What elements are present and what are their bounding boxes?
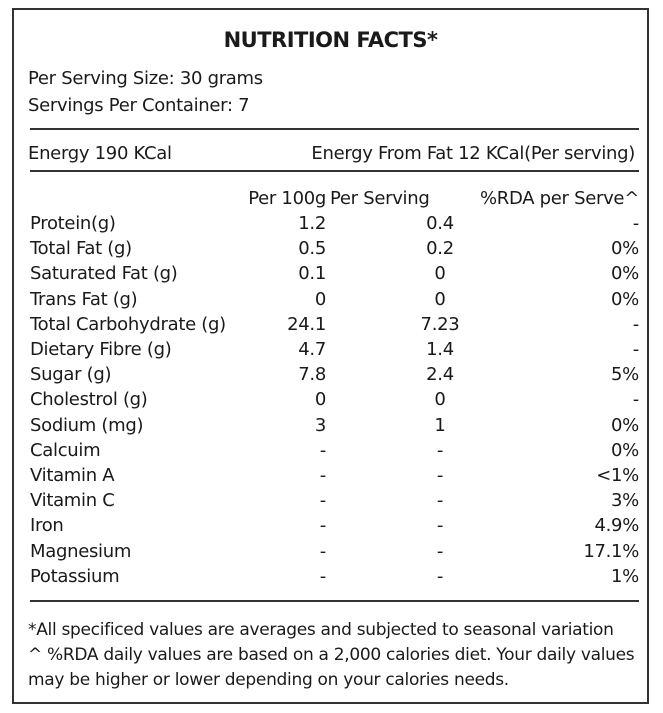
- servings-per-container: Servings Per Container: 7: [28, 95, 250, 116]
- per-serving-value: -: [436, 515, 444, 537]
- rda-value: -: [632, 313, 640, 335]
- rda-value: 17.1%: [583, 540, 639, 562]
- per-serving-value: 0: [434, 288, 446, 310]
- per-serving-value: 7.23: [420, 313, 460, 335]
- table-row: Dietary Fibre (g) 4.7 1.4 -: [30, 339, 639, 364]
- per-100g-value: -: [319, 465, 327, 486]
- nutrient-name: Cholestrol (g): [30, 389, 148, 411]
- nutrient-name: Iron: [30, 515, 64, 537]
- rda-value: 1%: [611, 565, 639, 587]
- table-row: Protein(g) 1.2 0.4 -: [30, 213, 639, 238]
- per-100g-value: -: [319, 490, 327, 512]
- table-row: Potassium - - 1%: [30, 566, 639, 591]
- divider: [30, 600, 639, 602]
- table-row: Sugar (g) 7.8 2.4 5%: [30, 364, 639, 389]
- per-100g-value: 24.1: [287, 313, 326, 335]
- per-serving-value: -: [436, 565, 444, 587]
- rda-value: 0%: [611, 263, 639, 285]
- table-row: Magnesium - - 17.1%: [30, 541, 639, 566]
- footnotes: *All specificed values are averages and …: [28, 618, 643, 693]
- nutrient-name: Magnesium: [30, 540, 132, 562]
- rda-value: 0%: [611, 439, 639, 461]
- rda-value: 0%: [611, 414, 639, 436]
- table-row: Cholestrol (g) 0 0 -: [30, 389, 639, 414]
- nutrient-name: Calcuim: [30, 439, 101, 461]
- nutrient-name: Vitamin C: [30, 490, 115, 512]
- per-serving-value: 1.4: [426, 339, 454, 360]
- per-serving-value: -: [436, 540, 444, 562]
- footnote-averages: *All specificed values are averages and …: [28, 620, 614, 640]
- divider: [30, 170, 639, 172]
- table-row: Iron - - 4.9%: [30, 515, 639, 540]
- per-100g-value: 0: [314, 288, 326, 310]
- per-100g-value: -: [319, 565, 327, 587]
- per-serving-value: 0: [434, 389, 446, 411]
- nutrient-name: Total Carbohydrate (g): [30, 313, 226, 335]
- nutrient-name: Sodium (mg): [30, 414, 144, 436]
- nutrient-name: Dietary Fibre (g): [30, 339, 172, 360]
- table-row: Sodium (mg) 3 1 0%: [30, 415, 639, 440]
- per-serving-value: -: [436, 465, 444, 486]
- per-100g-value: -: [319, 439, 327, 461]
- table-row: Vitamin A - - <1%: [30, 465, 639, 490]
- per-100g-value: 1.2: [298, 213, 326, 234]
- nutrient-name: Trans Fat (g): [30, 288, 138, 310]
- per-100g-value: -: [319, 515, 327, 537]
- header-per-serving: Per Serving: [330, 188, 430, 209]
- nutrient-name: Potassium: [30, 565, 120, 587]
- divider: [30, 128, 639, 130]
- nutrient-name: Sugar (g): [30, 364, 112, 386]
- rda-value: 4.9%: [594, 515, 639, 537]
- per-100g-value: 4.7: [298, 339, 326, 360]
- per-serving-value: -: [436, 439, 444, 461]
- panel-title: NUTRITION FACTS*: [223, 28, 438, 52]
- table-row: Trans Fat (g) 0 0 0%: [30, 289, 639, 314]
- table-header: Per 100g Per Serving %RDA per Serve^: [30, 188, 639, 213]
- rda-value: -: [632, 339, 640, 360]
- header-rda: %RDA per Serve^: [479, 188, 639, 209]
- per-100g-value: 0.1: [298, 263, 326, 285]
- per-100g-value: 0: [314, 389, 326, 411]
- table-row: Calcuim - - 0%: [30, 440, 639, 465]
- per-serving-value: 0.4: [426, 213, 454, 234]
- per-100g-value: 0.5: [298, 238, 326, 260]
- table-row: Saturated Fat (g) 0.1 0 0%: [30, 263, 639, 288]
- nutrient-name: Protein(g): [30, 213, 116, 234]
- serving-size: Per Serving Size: 30 grams: [28, 68, 263, 89]
- energy: Energy 190 KCal: [28, 143, 172, 164]
- table-row: Total Fat (g) 0.5 0.2 0%: [30, 238, 639, 263]
- table-row: Vitamin C - - 3%: [30, 490, 639, 515]
- header-per-100g: Per 100g: [248, 188, 326, 209]
- rda-value: <1%: [596, 465, 639, 486]
- rda-value: 0%: [611, 288, 639, 310]
- footnote-rda: ^ %RDA daily values are based on a 2,000…: [28, 645, 635, 690]
- per-100g-value: 3: [314, 414, 326, 436]
- nutrient-name: Saturated Fat (g): [30, 263, 178, 285]
- table-row: Total Carbohydrate (g) 24.1 7.23 -: [30, 314, 639, 339]
- energy-from-fat: Energy From Fat 12 KCal(Per serving): [311, 143, 635, 164]
- per-serving-value: 0.2: [426, 238, 454, 260]
- per-serving-value: 2.4: [426, 364, 454, 386]
- per-100g-value: -: [319, 540, 327, 562]
- rda-value: -: [632, 389, 640, 411]
- rda-value: 3%: [611, 490, 639, 512]
- per-serving-value: 1: [434, 414, 446, 436]
- per-100g-value: 7.8: [298, 364, 326, 386]
- nutrient-name: Vitamin A: [30, 465, 115, 486]
- rda-value: -: [632, 213, 640, 234]
- rda-value: 0%: [611, 238, 639, 260]
- rda-value: 5%: [611, 364, 639, 386]
- nutrition-facts-panel: NUTRITION FACTS* Per Serving Size: 30 gr…: [12, 8, 649, 704]
- per-serving-value: -: [436, 490, 444, 512]
- per-serving-value: 0: [434, 263, 446, 285]
- nutrient-name: Total Fat (g): [30, 238, 132, 260]
